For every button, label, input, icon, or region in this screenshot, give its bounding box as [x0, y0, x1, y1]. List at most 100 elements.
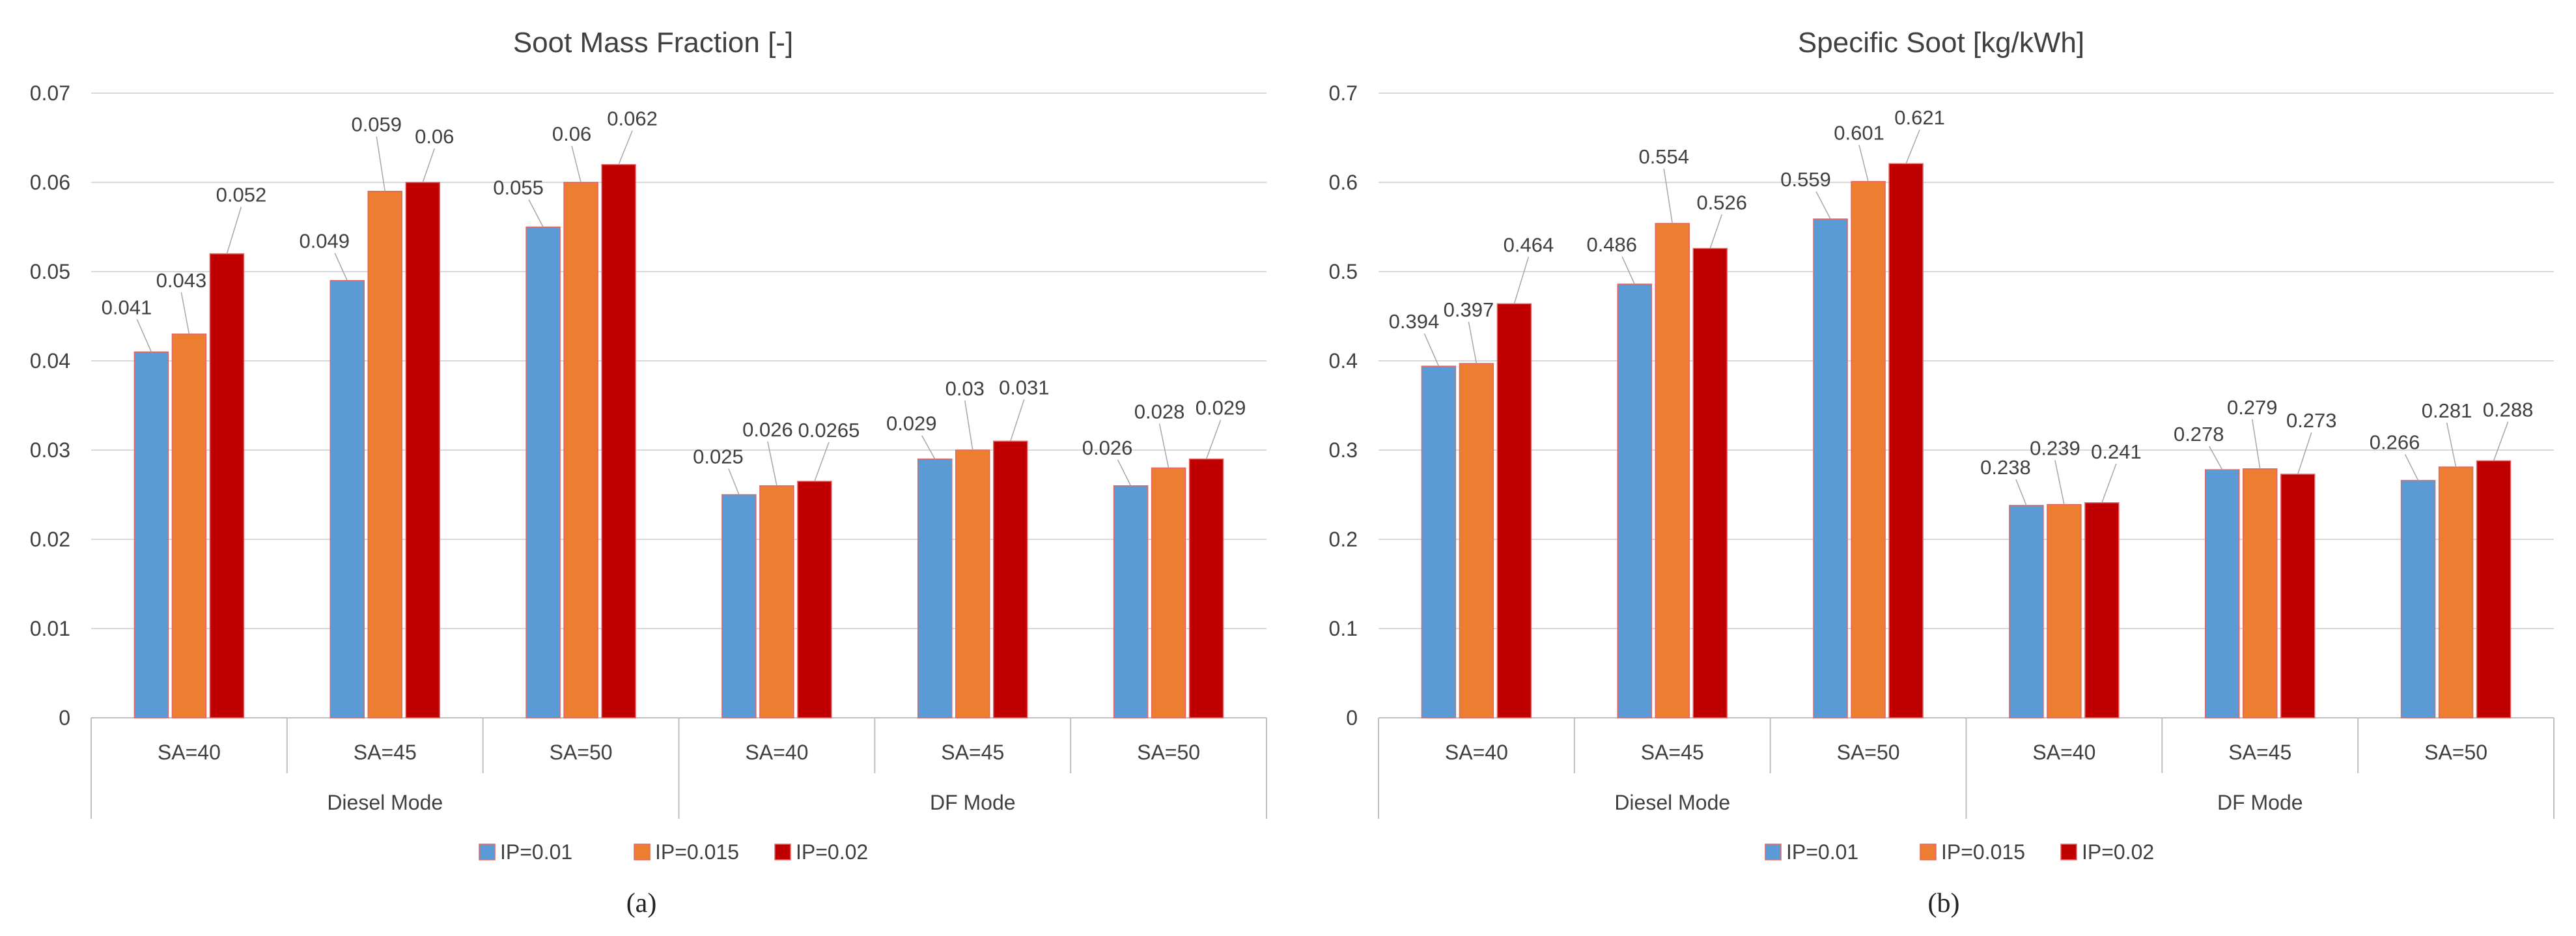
- legend-item: IP=0.015: [634, 840, 739, 864]
- data-label-leader: [2252, 419, 2261, 469]
- x-category-label: SA=45: [941, 741, 1004, 764]
- data-label: 0.026: [1082, 436, 1133, 459]
- bar-IP-0.02-5: [2476, 460, 2512, 718]
- data-label-leader: [571, 145, 581, 183]
- bar-IP-0.015-1: [1655, 223, 1690, 718]
- legend-swatch: [1920, 844, 1937, 860]
- data-label-leader: [226, 206, 242, 254]
- data-label-leader: [767, 441, 777, 486]
- y-tick-label: 0.05: [30, 260, 70, 283]
- legend-swatch: [774, 844, 791, 860]
- data-label: 0.026: [742, 418, 793, 441]
- data-label: 0.06: [415, 125, 454, 148]
- data-label-leader: [1205, 419, 1222, 459]
- data-label: 0.281: [2422, 399, 2472, 422]
- legend-label: IP=0.015: [655, 840, 739, 864]
- bar-IP-0.01-5: [2400, 479, 2436, 718]
- bar-IP-0.01-4: [917, 458, 953, 718]
- data-label: 0.559: [1780, 168, 1831, 191]
- bar-IP-0.01-0: [133, 351, 169, 718]
- bar-IP-0.01-0: [1421, 365, 1457, 718]
- data-label: 0.241: [2091, 440, 2142, 463]
- y-tick-label: 0.6: [1329, 171, 1358, 194]
- bar-IP-0.02-4: [2280, 474, 2316, 718]
- data-label-leader: [528, 199, 544, 227]
- data-label: 0.059: [351, 113, 402, 136]
- legend-label: IP=0.02: [796, 840, 868, 864]
- data-label-leader: [334, 253, 348, 281]
- data-label-leader: [1010, 399, 1025, 442]
- y-tick-label: 0.07: [30, 81, 70, 105]
- legend-swatch: [479, 844, 496, 860]
- bar-IP-0.01-1: [1617, 283, 1652, 718]
- x-category-label: SA=50: [1837, 741, 1900, 764]
- data-label-leader: [2493, 421, 2509, 461]
- bar-IP-0.02-3: [797, 481, 832, 718]
- bar-IP-0.015-0: [171, 333, 207, 718]
- data-label-leader: [1663, 168, 1673, 224]
- y-tick-label: 0: [59, 706, 70, 730]
- data-label-leader: [618, 130, 633, 165]
- data-label-leader: [728, 468, 740, 495]
- data-label-leader: [2054, 460, 2065, 505]
- y-tick-label: 0.04: [30, 349, 70, 373]
- data-label: 0.06: [552, 122, 591, 145]
- y-tick-label: 0.5: [1329, 260, 1358, 283]
- data-label-leader: [814, 442, 830, 482]
- data-label-leader: [1858, 145, 1869, 182]
- data-label-leader: [1513, 257, 1530, 304]
- bar-IP-0.02-0: [209, 253, 245, 718]
- data-label: 0.0265: [798, 419, 860, 442]
- legend-item: IP=0.02: [774, 840, 868, 864]
- data-label: 0.278: [2174, 423, 2224, 446]
- legend-item: IP=0.02: [2060, 840, 2154, 864]
- bar-IP-0.01-4: [2205, 469, 2240, 718]
- data-label-leader: [422, 148, 435, 183]
- data-label: 0.049: [299, 230, 350, 253]
- bar-IP-0.015-0: [1459, 363, 1494, 718]
- legend-item: IP=0.015: [1920, 840, 2025, 864]
- data-label: 0.055: [493, 177, 544, 199]
- data-label: 0.062: [607, 107, 658, 130]
- x-category-label: SA=45: [2228, 741, 2291, 764]
- data-label-leader: [2209, 446, 2223, 470]
- legend-item: IP=0.01: [479, 840, 572, 864]
- y-tick-label: 0.01: [30, 617, 70, 640]
- legend-item: IP=0.01: [1765, 840, 1858, 864]
- x-category-label: SA=40: [2032, 741, 2095, 764]
- y-tick-label: 0.06: [30, 171, 70, 194]
- data-label: 0.273: [2286, 409, 2337, 432]
- data-label-leader: [1468, 321, 1477, 364]
- data-label: 0.238: [1980, 456, 2031, 479]
- bar-IP-0.015-4: [2243, 468, 2278, 718]
- bar-IP-0.01-3: [2009, 505, 2044, 718]
- data-label: 0.239: [2030, 437, 2080, 460]
- bar-IP-0.01-2: [1813, 218, 1848, 718]
- bar-IP-0.015-5: [2438, 466, 2474, 718]
- x-category-label: SA=45: [1641, 741, 1704, 764]
- data-label: 0.025: [693, 446, 744, 468]
- x-category-label: SA=50: [550, 741, 613, 764]
- bar-IP-0.02-1: [405, 182, 440, 718]
- data-label-leader: [376, 136, 385, 191]
- data-label: 0.266: [2370, 431, 2420, 454]
- bar-IP-0.015-1: [367, 190, 402, 718]
- data-label-leader: [2101, 463, 2117, 503]
- y-tick-label: 0.7: [1329, 81, 1358, 105]
- x-category-label: SA=40: [745, 741, 808, 764]
- x-category-label: SA=40: [1445, 741, 1508, 764]
- data-label-leader: [921, 435, 936, 460]
- x-group-label: DF Mode: [930, 791, 1016, 814]
- y-tick-label: 0.3: [1329, 438, 1358, 462]
- data-label: 0.028: [1134, 400, 1185, 423]
- data-label-leader: [2404, 454, 2419, 481]
- bar-IP-0.015-2: [563, 182, 598, 718]
- x-group-label: DF Mode: [2217, 791, 2303, 814]
- bar-IP-0.015-3: [759, 485, 794, 718]
- data-label-leader: [2446, 422, 2457, 468]
- data-label: 0.041: [102, 296, 152, 319]
- data-label: 0.394: [1389, 310, 1440, 333]
- y-tick-label: 0.2: [1329, 528, 1358, 551]
